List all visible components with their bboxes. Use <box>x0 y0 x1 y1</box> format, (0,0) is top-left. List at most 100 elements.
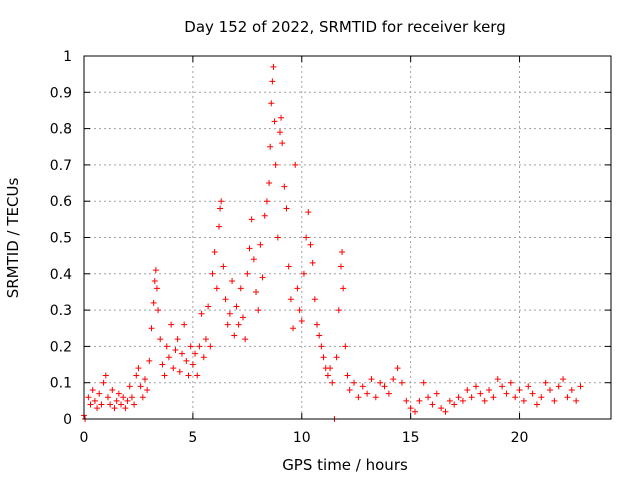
data-point <box>547 386 554 393</box>
data-point <box>224 321 231 328</box>
series-kerg <box>81 63 584 422</box>
data-point <box>368 376 375 383</box>
y-tick-label: 0.6 <box>50 194 72 210</box>
data-point <box>507 379 514 386</box>
data-point <box>141 376 148 383</box>
data-point <box>267 143 274 150</box>
data-point <box>555 383 562 390</box>
data-point <box>327 365 334 372</box>
y-tick-label: 0.4 <box>50 267 72 283</box>
data-point <box>104 394 111 401</box>
data-point <box>551 397 558 404</box>
data-point <box>459 397 466 404</box>
data-point <box>98 401 105 408</box>
data-point <box>320 354 327 361</box>
y-tick-label: 0.9 <box>50 85 72 101</box>
data-point <box>229 278 236 285</box>
axis-ticks <box>83 55 611 420</box>
data-point <box>425 394 432 401</box>
data-point <box>503 390 510 397</box>
data-point <box>181 321 188 328</box>
data-point <box>244 270 251 277</box>
data-point <box>339 249 346 256</box>
y-tick-label: 0.3 <box>50 303 72 319</box>
data-point <box>416 397 423 404</box>
data-point <box>377 379 384 386</box>
grid <box>84 56 611 419</box>
data-point <box>385 390 392 397</box>
data-point <box>446 397 453 404</box>
data-point <box>151 278 158 285</box>
data-point <box>263 198 270 205</box>
data-point <box>165 354 172 361</box>
data-point <box>89 386 96 393</box>
y-tick-label: 0.2 <box>50 339 72 355</box>
data-point <box>91 397 98 404</box>
data-point <box>394 365 401 372</box>
x-tick-label: 15 <box>402 430 420 446</box>
data-point <box>274 234 281 241</box>
data-point <box>144 386 151 393</box>
data-point <box>305 209 312 216</box>
data-point <box>468 394 475 401</box>
data-point <box>257 241 264 248</box>
data-point <box>351 379 358 386</box>
data-point <box>198 310 205 317</box>
data-point <box>213 285 220 292</box>
data-point <box>335 307 342 314</box>
data-point <box>248 216 255 223</box>
data-point <box>300 270 307 277</box>
data-point <box>272 161 279 168</box>
data-point <box>133 372 140 379</box>
data-point <box>220 263 227 270</box>
data-point <box>217 205 224 212</box>
y-tick-label: 1 <box>63 49 72 65</box>
data-point <box>270 63 277 70</box>
data-point <box>298 317 305 324</box>
y-tick-label: 0.5 <box>50 231 72 247</box>
data-point <box>420 379 427 386</box>
data-point <box>324 372 331 379</box>
data-point <box>344 372 351 379</box>
y-tick-label: 0 <box>63 412 72 428</box>
data-point <box>124 397 131 404</box>
data-point <box>271 118 278 125</box>
data-point <box>194 372 201 379</box>
data-point <box>481 397 488 404</box>
data-point <box>261 212 268 219</box>
data-point <box>128 394 135 401</box>
data-point <box>433 390 440 397</box>
data-point <box>96 390 103 397</box>
data-point <box>209 270 216 277</box>
data-point <box>178 350 185 357</box>
data-point <box>202 336 209 343</box>
data-point <box>153 285 160 292</box>
data-point <box>107 401 114 408</box>
data-point <box>542 379 549 386</box>
data-point <box>359 383 366 390</box>
data-point <box>196 343 203 350</box>
data-point <box>287 296 294 303</box>
data-point <box>577 383 584 390</box>
data-point <box>118 401 125 408</box>
data-point <box>131 401 138 408</box>
data-point <box>218 198 225 205</box>
data-point <box>464 386 471 393</box>
data-point <box>346 386 353 393</box>
data-point <box>253 288 260 295</box>
data-point <box>314 321 321 328</box>
data-point <box>486 386 493 393</box>
data-point <box>407 405 414 412</box>
data-point <box>499 383 506 390</box>
data-point <box>538 394 545 401</box>
tick-labels: 00.10.20.30.40.50.60.70.80.910 5 10 15 20 <box>50 49 529 446</box>
y-tick-label: 0.7 <box>50 158 72 174</box>
data-point <box>163 343 170 350</box>
x-tick-label: 20 <box>511 430 529 446</box>
chart-title: Day 152 of 2022, SRMTID for receiver ker… <box>184 18 505 36</box>
data-point <box>337 263 344 270</box>
data-point <box>100 379 107 386</box>
data-point <box>269 78 276 85</box>
data-point <box>429 401 436 408</box>
data-point <box>120 394 127 401</box>
